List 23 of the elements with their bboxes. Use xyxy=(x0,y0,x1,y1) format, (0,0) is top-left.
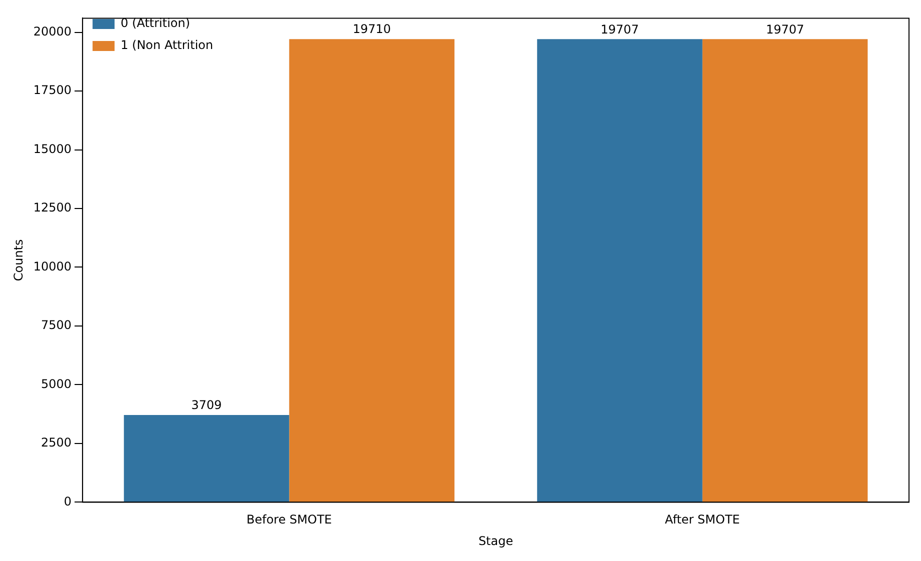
bar xyxy=(124,415,290,502)
data-label: 19707 xyxy=(600,22,639,36)
data-label: 3709 xyxy=(191,398,222,412)
bar xyxy=(289,39,454,502)
legend-label: 0 (Attrition) xyxy=(120,16,190,30)
y-tick-label: 5000 xyxy=(41,376,72,391)
x-tick-label: After SMOTE xyxy=(664,512,740,527)
y-tick-label: 15000 xyxy=(33,142,72,156)
legend-label: 1 (Non Attrition xyxy=(120,38,214,52)
data-label: 19710 xyxy=(352,22,391,36)
y-tick-label: 20000 xyxy=(33,24,72,38)
y-tick-label: 0 xyxy=(64,494,72,508)
y-axis-title: Counts xyxy=(11,239,26,282)
y-tick-label: 7500 xyxy=(41,318,72,332)
y-tick-label: 12500 xyxy=(33,200,72,215)
y-tick-label: 2500 xyxy=(41,436,72,450)
y-tick-label: 17500 xyxy=(33,83,72,98)
x-axis-title: Stage xyxy=(478,534,514,548)
bar xyxy=(702,39,868,502)
data-label: 19707 xyxy=(766,22,804,36)
bar xyxy=(537,39,702,502)
y-tick-label: 10000 xyxy=(33,259,72,274)
x-tick-label: Before SMOTE xyxy=(246,512,332,527)
